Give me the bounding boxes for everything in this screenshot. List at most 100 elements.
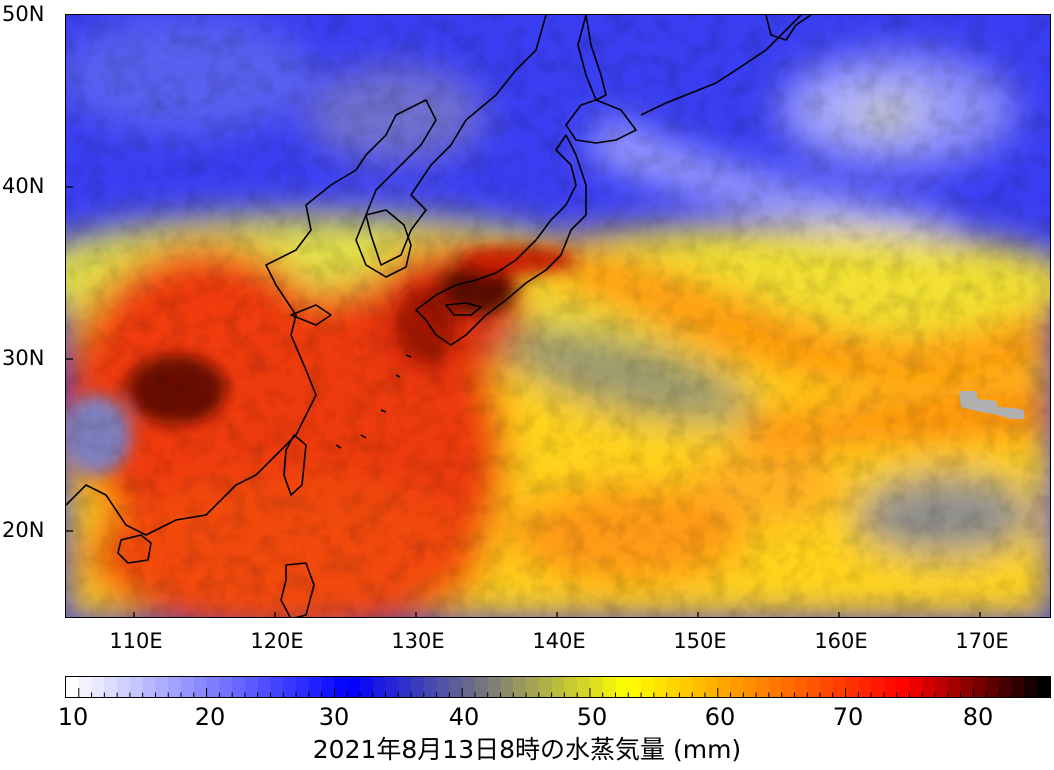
- colorbar-label-30: 30: [318, 703, 350, 731]
- lat-label-40n: 40N: [2, 174, 45, 198]
- lon-label-130e: 130E: [391, 629, 445, 653]
- map-canvas: [66, 15, 1050, 617]
- colorbar-step: [193, 677, 208, 697]
- colorbar-step: [423, 677, 438, 697]
- missing-data-patch: [959, 391, 1024, 419]
- colorbar-step: [909, 677, 923, 697]
- colorbar-step: [998, 677, 1013, 697]
- colorbar-step: [973, 677, 987, 697]
- colorbar-step: [436, 677, 450, 697]
- colorbar-step: [819, 677, 834, 697]
- colorbar-label-50: 50: [576, 703, 608, 731]
- colorbar-step: [359, 677, 374, 697]
- colorbar-step: [653, 677, 668, 697]
- colorbar-step: [717, 677, 732, 697]
- lon-label-150e: 150E: [673, 629, 727, 653]
- colorbar-step: [704, 677, 719, 697]
- colorbar-step: [308, 677, 323, 697]
- colorbar-label-10: 10: [57, 703, 89, 731]
- colorbar-label-40: 40: [448, 703, 480, 731]
- colorbar-step: [385, 677, 399, 697]
- colorbar-step: [206, 677, 220, 697]
- colorbar-step: [129, 677, 144, 697]
- colorbar-step: [270, 677, 284, 697]
- colorbar-step: [871, 677, 885, 697]
- colorbar-step: [896, 677, 911, 697]
- colorbar-step: [538, 677, 553, 697]
- colorbar-step: [564, 677, 578, 697]
- map-caption: 2021年8月13日8時の水蒸気量 (mm): [312, 735, 742, 764]
- lon-label-110e: 110E: [109, 629, 163, 653]
- colorbar-step: [296, 677, 310, 697]
- colorbar-step: [334, 677, 348, 697]
- colorbar-step: [832, 677, 847, 697]
- colorbar-step: [679, 677, 693, 697]
- colorbar-step: [934, 677, 949, 697]
- lat-label-30n: 30N: [2, 346, 45, 370]
- colorbar-step: [641, 677, 655, 697]
- colorbar-step: [244, 677, 259, 697]
- colorbar-step: [602, 677, 617, 697]
- colorbar-step: [845, 677, 859, 697]
- colorbar-step: [589, 677, 604, 697]
- lon-label-140e: 140E: [532, 629, 586, 653]
- colorbar-step: [155, 677, 169, 697]
- colorbar-step: [1011, 677, 1026, 697]
- colorbar-step: [730, 677, 744, 697]
- colorbar-step: [78, 677, 93, 697]
- colorbar-step: [500, 677, 514, 697]
- colorbar-step: [947, 677, 962, 697]
- colorbar-step: [781, 677, 796, 697]
- colorbar-step: [666, 677, 681, 697]
- colorbar-step: [104, 677, 118, 697]
- colorbar-step: [756, 677, 770, 697]
- colorbar-step: [321, 677, 335, 697]
- colorbar-step: [986, 677, 1000, 697]
- colorbar-step: [347, 677, 361, 697]
- colorbar-label-70: 70: [832, 703, 864, 731]
- colorbar-step: [513, 677, 527, 697]
- water-vapor-map: [65, 14, 1051, 618]
- colorbar-step: [743, 677, 757, 697]
- colorbar-step: [768, 677, 783, 697]
- colorbar-step: [168, 677, 182, 697]
- colorbar-step: [411, 677, 425, 697]
- colorbar-step: [142, 677, 157, 697]
- colorbar-step: [526, 677, 540, 697]
- lon-label-160e: 160E: [814, 629, 868, 653]
- colorbar-step: [398, 677, 412, 697]
- colorbar-step: [449, 677, 463, 697]
- colorbar-step: [257, 677, 272, 697]
- colorbar-step: [91, 677, 105, 697]
- coastlines: [66, 15, 812, 617]
- colorbar-step: [628, 677, 642, 697]
- colorbar-step: [858, 677, 872, 697]
- colorbar-step: [615, 677, 629, 697]
- colorbar-step: [474, 677, 489, 697]
- colorbar-step: [692, 677, 706, 697]
- colorbar-step: [232, 677, 246, 697]
- colorbar-step: [181, 677, 195, 697]
- colorbar-step: [551, 677, 565, 697]
- colorbar: [65, 676, 1051, 698]
- colorbar-step: [883, 677, 898, 697]
- colorbar-label-60: 60: [704, 703, 736, 731]
- colorbar-step: [1037, 677, 1050, 697]
- colorbar-step: [794, 677, 808, 697]
- colorbar-step: [66, 677, 80, 697]
- colorbar-step: [372, 677, 387, 697]
- lon-label-120e: 120E: [250, 629, 304, 653]
- lat-label-50n: 50N: [2, 2, 45, 26]
- colorbar-step: [117, 677, 131, 697]
- colorbar-step: [807, 677, 821, 697]
- lon-label-170e: 170E: [955, 629, 1009, 653]
- colorbar-step: [922, 677, 936, 697]
- colorbar-step: [577, 677, 591, 697]
- colorbar-step: [462, 677, 476, 697]
- colorbar-label-20: 20: [194, 703, 226, 731]
- colorbar-step: [487, 677, 502, 697]
- axis-ticks: [66, 186, 981, 617]
- colorbar-step: [960, 677, 974, 697]
- colorbar-step: [283, 677, 297, 697]
- colorbar-label-80: 80: [962, 703, 994, 731]
